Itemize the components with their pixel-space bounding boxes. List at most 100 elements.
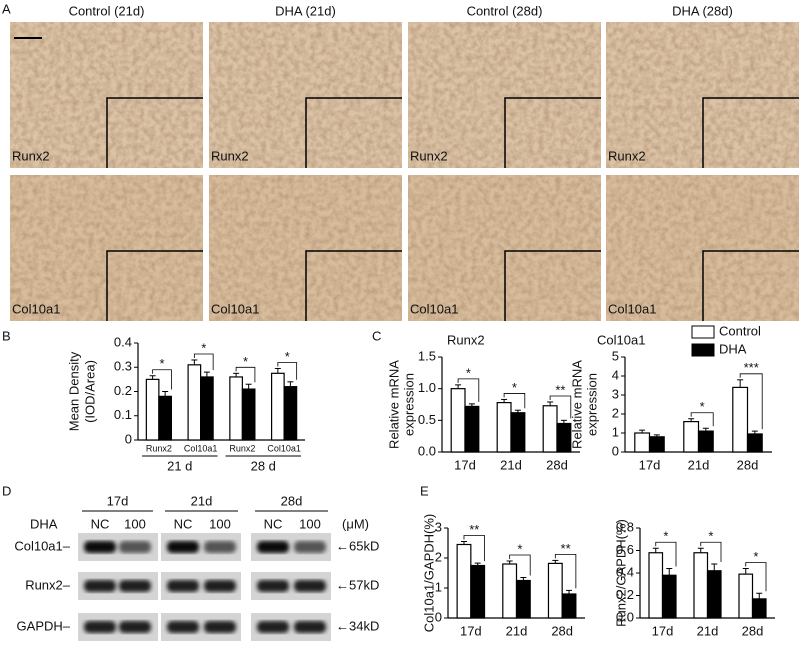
y-tick-label: 1 bbox=[612, 424, 619, 439]
significance-label: * bbox=[753, 549, 758, 564]
significance-bracket bbox=[690, 412, 714, 427]
band bbox=[167, 621, 199, 633]
y-tick-label: 0.3 bbox=[114, 359, 132, 374]
group-label: 28 d bbox=[251, 458, 276, 473]
x-tick-label: 21d bbox=[506, 623, 528, 638]
significance-bracket bbox=[235, 366, 256, 383]
significance-label: * bbox=[243, 354, 248, 369]
significance-label: * bbox=[517, 541, 522, 556]
inset-border bbox=[305, 250, 402, 321]
stain-label: Col10a1 bbox=[410, 301, 458, 316]
bar bbox=[515, 579, 531, 619]
panel-label: C bbox=[372, 328, 381, 343]
column-title: DHA (21d) bbox=[275, 3, 336, 18]
x-tick-label: 17d bbox=[639, 457, 661, 472]
band bbox=[167, 541, 199, 553]
size-label: ←34kD bbox=[336, 618, 379, 633]
stain-label: Runx2 bbox=[211, 148, 249, 163]
inset-border bbox=[504, 250, 601, 321]
y-axis-label: Relative mRNA bbox=[386, 360, 401, 449]
legend-label: DHA bbox=[719, 341, 747, 356]
bar bbox=[661, 574, 677, 619]
significance-label: * bbox=[663, 529, 668, 544]
stain-label: Col10a1 bbox=[12, 301, 60, 316]
significance-label: ** bbox=[561, 541, 571, 556]
y-tick-label: 1.5 bbox=[418, 348, 436, 363]
bar bbox=[738, 573, 754, 619]
bar bbox=[470, 564, 486, 619]
band bbox=[119, 541, 151, 553]
band bbox=[257, 541, 289, 553]
significance-bracket bbox=[463, 535, 485, 562]
significance-label: * bbox=[201, 340, 206, 355]
protein-label: Col10a1– bbox=[14, 538, 70, 553]
y-tick-label: 1.0 bbox=[418, 380, 436, 395]
bar bbox=[283, 386, 298, 441]
significance-label: * bbox=[285, 349, 290, 364]
bar bbox=[648, 552, 664, 619]
significance-label: * bbox=[700, 399, 705, 414]
band bbox=[294, 580, 326, 592]
y-tick-label: 4 bbox=[612, 367, 619, 382]
significance-bracket bbox=[152, 369, 172, 390]
inset-border bbox=[305, 97, 402, 168]
x-tick-label: Col10a1 bbox=[267, 443, 301, 453]
stain-label: Runx2 bbox=[12, 148, 50, 163]
time-label: 21d bbox=[191, 493, 213, 508]
y-tick-label: 0 bbox=[612, 443, 619, 458]
chart-title: Col10a1 bbox=[597, 332, 645, 347]
panel-label: A bbox=[2, 1, 11, 16]
y-tick-label: 3 bbox=[612, 386, 619, 401]
legend-swatch bbox=[691, 343, 715, 357]
y-tick-label: 1 bbox=[435, 579, 442, 594]
y-axis-label: Col10a1/GAPDH(%) bbox=[421, 514, 436, 633]
bar bbox=[158, 395, 172, 441]
bar bbox=[450, 388, 466, 453]
band bbox=[84, 621, 116, 633]
significance-bracket bbox=[554, 554, 577, 589]
band bbox=[204, 541, 236, 553]
bar bbox=[496, 402, 512, 453]
bar bbox=[200, 376, 214, 441]
band bbox=[257, 621, 289, 633]
inset-border bbox=[504, 97, 601, 168]
y-tick-label: 2 bbox=[435, 549, 442, 564]
x-tick-label: 21d bbox=[688, 457, 710, 472]
bar bbox=[561, 593, 577, 619]
y-tick-label: 0.6 bbox=[616, 542, 634, 557]
inset-border bbox=[702, 250, 799, 321]
column-title: Control (21d) bbox=[69, 3, 145, 18]
bar bbox=[542, 405, 558, 453]
x-tick-label: 28d bbox=[551, 623, 573, 638]
band bbox=[294, 541, 326, 553]
bar bbox=[697, 430, 714, 453]
significance-bracket bbox=[277, 362, 298, 380]
y-tick-label: 0.2 bbox=[616, 587, 634, 602]
panel-label: E bbox=[420, 483, 429, 498]
column-title: DHA (28d) bbox=[672, 3, 733, 18]
bar bbox=[706, 570, 722, 619]
y-axis-label: expression bbox=[401, 373, 416, 436]
bar bbox=[683, 421, 700, 453]
y-tick-label: 0 bbox=[435, 609, 442, 624]
bar bbox=[145, 378, 160, 441]
significance-label: * bbox=[708, 529, 713, 544]
dose-label: NC bbox=[91, 516, 110, 531]
y-axis-label: Runx2/GAPDH(%) bbox=[613, 519, 628, 627]
stain-label: Col10a1 bbox=[211, 301, 259, 316]
band bbox=[294, 621, 326, 633]
x-tick-label: 17d bbox=[454, 457, 476, 472]
y-axis-label: Mean Density bbox=[66, 351, 81, 431]
significance-label: * bbox=[159, 356, 164, 371]
stain-label: Col10a1 bbox=[608, 301, 656, 316]
protein-label: Runx2– bbox=[25, 577, 71, 592]
y-tick-label: 0.0 bbox=[418, 443, 436, 458]
y-axis-label: expression bbox=[584, 373, 599, 436]
x-tick-label: 21d bbox=[697, 623, 719, 638]
treatment-label: DHA bbox=[30, 516, 58, 531]
protein-label: GAPDH– bbox=[17, 618, 71, 633]
dose-label: 100 bbox=[124, 516, 146, 531]
y-tick-label: 2 bbox=[612, 405, 619, 420]
stain-label: Runx2 bbox=[410, 148, 448, 163]
